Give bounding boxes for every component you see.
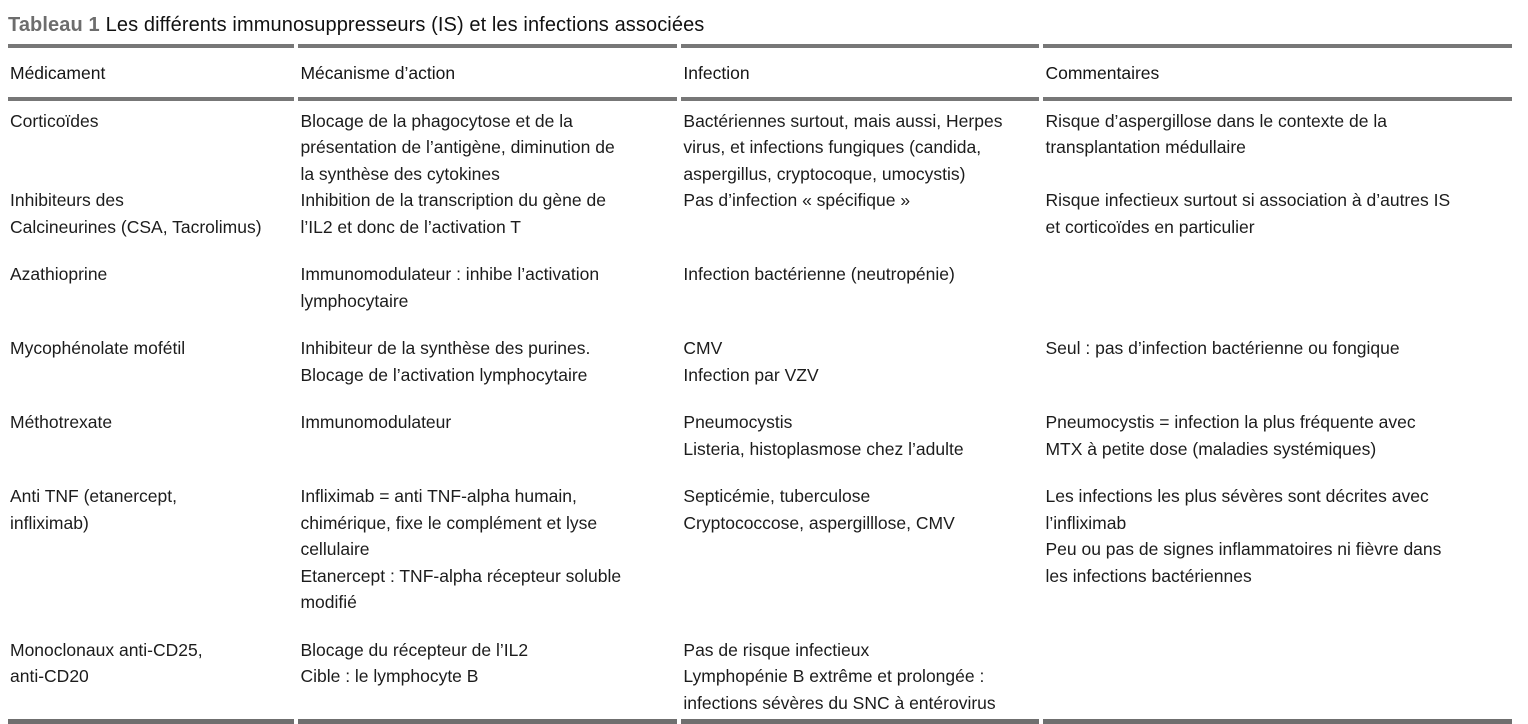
cell-line: l’IL2 et donc de l’activation T: [300, 214, 677, 241]
table-row: Mycophénolate mofétil Inhibiteur de la s…: [8, 335, 1512, 409]
cell-line: Immunomodulateur: [300, 409, 677, 436]
cell-line: Blocage de la phagocytose et de la: [300, 108, 677, 135]
cell-line: virus, et infections fungiques (candida,: [683, 134, 1039, 161]
immunosuppressants-table: Médicament Mécanisme d’action Infection …: [4, 44, 1516, 724]
cell-line: CMV: [683, 335, 1039, 362]
cell-line: les infections bactériennes: [1045, 563, 1512, 590]
cell-medicament: Méthotrexate: [8, 409, 294, 483]
header-medicament: Médicament: [8, 44, 294, 101]
table-row: Méthotrexate Immunomodulateur Pneumocyst…: [8, 409, 1512, 483]
cell-line: Azathioprine: [10, 261, 294, 288]
cell-line: la synthèse des cytokines: [300, 161, 677, 188]
cell-line: Pas de risque infectieux: [683, 637, 1039, 664]
cell-line: Lymphopénie B extrême et prolongée :: [683, 663, 1039, 690]
cell-medicament: Corticoïdes: [8, 101, 294, 188]
cell-line: Infection par VZV: [683, 362, 1039, 389]
table-row: Azathioprine Immunomodulateur : inhibe l…: [8, 261, 1512, 335]
cell-medicament: Anti TNF (etanercept,infliximab): [8, 483, 294, 637]
table-row: Corticoïdes Blocage de la phagocytose et…: [8, 101, 1512, 188]
cell-line: présentation de l’antigène, diminution d…: [300, 134, 677, 161]
cell-line: Cryptococcose, aspergilllose, CMV: [683, 510, 1039, 537]
cell-line: aspergillus, cryptocoque, umocystis): [683, 161, 1039, 188]
header-commentaires: Commentaires: [1043, 44, 1512, 101]
cell-commentaires: [1043, 261, 1512, 335]
cell-line: et corticoïdes en particulier: [1045, 214, 1512, 241]
cell-line: MTX à petite dose (maladies systémiques): [1045, 436, 1512, 463]
cell-mecanisme: Inhibition de la transcription du gène d…: [298, 187, 677, 261]
cell-commentaires: [1043, 637, 1512, 724]
cell-line: Peu ou pas de signes inflammatoires ni f…: [1045, 536, 1512, 563]
table-number-label: Tableau 1: [8, 14, 100, 36]
cell-line: Anti TNF (etanercept,: [10, 483, 294, 510]
cell-line: Corticoïdes: [10, 108, 294, 135]
cell-line: Listeria, histoplasmose chez l’adulte: [683, 436, 1039, 463]
cell-commentaires: Pneumocystis = infection la plus fréquen…: [1043, 409, 1512, 483]
cell-line: Pneumocystis = infection la plus fréquen…: [1045, 409, 1512, 436]
cell-mecanisme: Inhibiteur de la synthèse des purines.Bl…: [298, 335, 677, 409]
cell-line: cellulaire: [300, 536, 677, 563]
cell-line: Inhibiteur de la synthèse des purines.: [300, 335, 677, 362]
cell-line: Seul : pas d’infection bactérienne ou fo…: [1045, 335, 1512, 362]
header-row: Médicament Mécanisme d’action Infection …: [8, 44, 1512, 101]
cell-line: Risque infectieux surtout si association…: [1045, 187, 1512, 214]
cell-line: Blocage de l’activation lymphocytaire: [300, 362, 677, 389]
cell-medicament: Azathioprine: [8, 261, 294, 335]
table-title: Tableau 1 Les différents immunosuppresseu…: [8, 12, 1516, 38]
cell-line: Pas d’infection « spécifique »: [683, 187, 1039, 214]
cell-mecanisme: Infliximab = anti TNF-alpha humain,chimé…: [298, 483, 677, 637]
cell-line: Les infections les plus sévères sont déc…: [1045, 483, 1512, 510]
cell-infection: Bactériennes surtout, mais aussi, Herpes…: [681, 101, 1039, 188]
cell-line: chimérique, fixe le complément et lyse: [300, 510, 677, 537]
cell-line: Blocage du récepteur de l’IL2: [300, 637, 677, 664]
cell-line: l’infliximab: [1045, 510, 1512, 537]
cell-line: Mycophénolate mofétil: [10, 335, 294, 362]
cell-line: Bactériennes surtout, mais aussi, Herpes: [683, 108, 1039, 135]
table-row: Monoclonaux anti-CD25,anti-CD20 Blocage …: [8, 637, 1512, 724]
cell-line: Méthotrexate: [10, 409, 294, 436]
cell-commentaires: Risque d’aspergillose dans le contexte d…: [1043, 101, 1512, 188]
cell-infection: Pas d’infection « spécifique »: [681, 187, 1039, 261]
cell-line: Monoclonaux anti-CD25,: [10, 637, 294, 664]
cell-medicament: Monoclonaux anti-CD25,anti-CD20: [8, 637, 294, 724]
cell-line: anti-CD20: [10, 663, 294, 690]
cell-line: Infection bactérienne (neutropénie): [683, 261, 1039, 288]
cell-commentaires: Les infections les plus sévères sont déc…: [1043, 483, 1512, 637]
cell-line: Inhibition de la transcription du gène d…: [300, 187, 677, 214]
header-infection: Infection: [681, 44, 1039, 101]
cell-line: lymphocytaire: [300, 288, 677, 315]
cell-line: Infliximab = anti TNF-alpha humain,: [300, 483, 677, 510]
cell-line: Inhibiteurs des: [10, 187, 294, 214]
header-mecanisme: Mécanisme d’action: [298, 44, 677, 101]
table-row: Anti TNF (etanercept,infliximab) Inflixi…: [8, 483, 1512, 637]
cell-mecanisme: Immunomodulateur: [298, 409, 677, 483]
table-title-text: Les différents immunosuppresseurs (IS) e…: [106, 14, 705, 36]
cell-line: infections sévères du SNC à entérovirus: [683, 690, 1039, 717]
cell-line: Risque d’aspergillose dans le contexte d…: [1045, 108, 1512, 135]
cell-line: Immunomodulateur : inhibe l’activation: [300, 261, 677, 288]
cell-commentaires: Seul : pas d’infection bactérienne ou fo…: [1043, 335, 1512, 409]
cell-line: transplantation médullaire: [1045, 134, 1512, 161]
cell-medicament: Mycophénolate mofétil: [8, 335, 294, 409]
cell-infection: Infection bactérienne (neutropénie): [681, 261, 1039, 335]
cell-line: Calcineurines (CSA, Tacrolimus): [10, 214, 294, 241]
cell-line: Pneumocystis: [683, 409, 1039, 436]
cell-line: Cible : le lymphocyte B: [300, 663, 677, 690]
cell-line: modifié: [300, 589, 677, 616]
cell-line: Septicémie, tuberculose: [683, 483, 1039, 510]
cell-line: infliximab): [10, 510, 294, 537]
cell-line: Etanercept : TNF-alpha récepteur soluble: [300, 563, 677, 590]
cell-commentaires: Risque infectieux surtout si association…: [1043, 187, 1512, 261]
